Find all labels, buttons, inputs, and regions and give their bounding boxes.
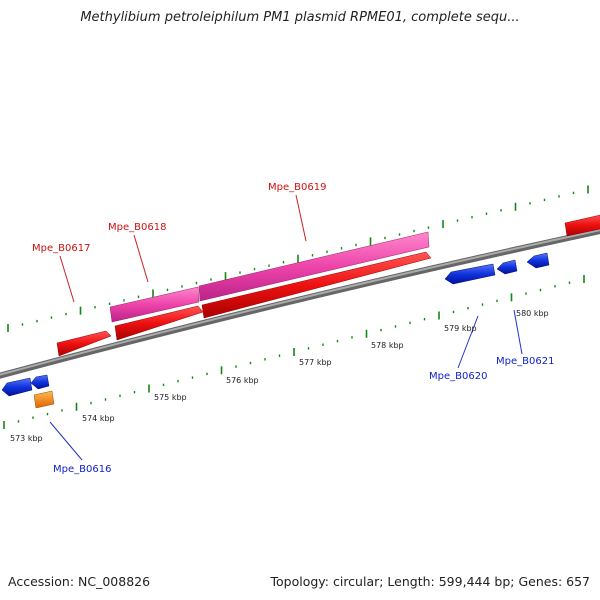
gene-arrow-mpe-b0621-b[interactable]	[526, 252, 550, 269]
gene-arrow-mpe-b0616[interactable]	[1, 377, 33, 397]
gene-arrow-mpe-b0620[interactable]	[444, 263, 496, 285]
forward-tick-row	[7, 185, 589, 332]
gene-label-mpe-b0621[interactable]: Mpe_B0621	[496, 356, 554, 367]
kbp-label-580: 580 kbp	[516, 309, 549, 318]
gene-arrow-mpe-b0617[interactable]	[56, 330, 112, 357]
gene-label-mpe-b0619[interactable]: Mpe_B0619	[268, 182, 326, 193]
gene-arrow-left-2[interactable]	[30, 374, 50, 390]
accession-text: Accession: NC_008826	[8, 574, 151, 589]
forward-genes	[56, 214, 600, 357]
gene-label-mpe-b0620[interactable]: Mpe_B0620	[429, 371, 487, 382]
orange-feature[interactable]	[33, 390, 55, 409]
leader-mpe-b0616	[49, 421, 83, 461]
gene-arrow-mpe-b0619[interactable]	[201, 251, 432, 319]
leader-mpe-b0619	[295, 194, 307, 242]
gene-labels: Mpe_B0617 Mpe_B0618 Mpe_B0619 Mpe_B0616 …	[32, 182, 554, 475]
leader-mpe-b0620	[457, 315, 479, 369]
rna-feature-2[interactable]	[198, 231, 430, 302]
gene-label-mpe-b0618[interactable]: Mpe_B0618	[108, 222, 166, 233]
leader-mpe-b0618	[133, 234, 149, 283]
genome-summary-text: Topology: circular; Length: 599,444 bp; …	[270, 574, 591, 589]
backbone	[0, 228, 600, 379]
map-title: Methylibium petroleiphilum PM1 plasmid R…	[80, 10, 520, 25]
rna-feature-1[interactable]	[109, 286, 200, 323]
gene-arrow-mpe-b0621-a[interactable]	[496, 259, 518, 275]
kbp-label-577: 577 kbp	[299, 358, 332, 367]
kbp-label-578: 578 kbp	[371, 341, 404, 350]
gene-arrow-right-edge[interactable]	[564, 214, 600, 237]
kbp-label-573: 573 kbp	[10, 434, 43, 443]
reverse-tick-row	[3, 275, 585, 429]
kbp-label-574: 574 kbp	[82, 414, 115, 423]
gene-label-mpe-b0617[interactable]: Mpe_B0617	[32, 243, 90, 254]
kbp-labels: 573 kbp 574 kbp 575 kbp 576 kbp 577 kbp …	[10, 309, 549, 443]
leader-mpe-b0617	[59, 255, 75, 303]
label-leaders	[49, 194, 523, 461]
kbp-label-579: 579 kbp	[444, 324, 477, 333]
rna-features	[109, 231, 430, 323]
leader-mpe-b0621	[513, 309, 523, 355]
kbp-label-575: 575 kbp	[154, 393, 187, 402]
kbp-label-576: 576 kbp	[226, 376, 259, 385]
gene-label-mpe-b0616[interactable]: Mpe_B0616	[53, 464, 111, 475]
reverse-genes	[1, 252, 550, 409]
